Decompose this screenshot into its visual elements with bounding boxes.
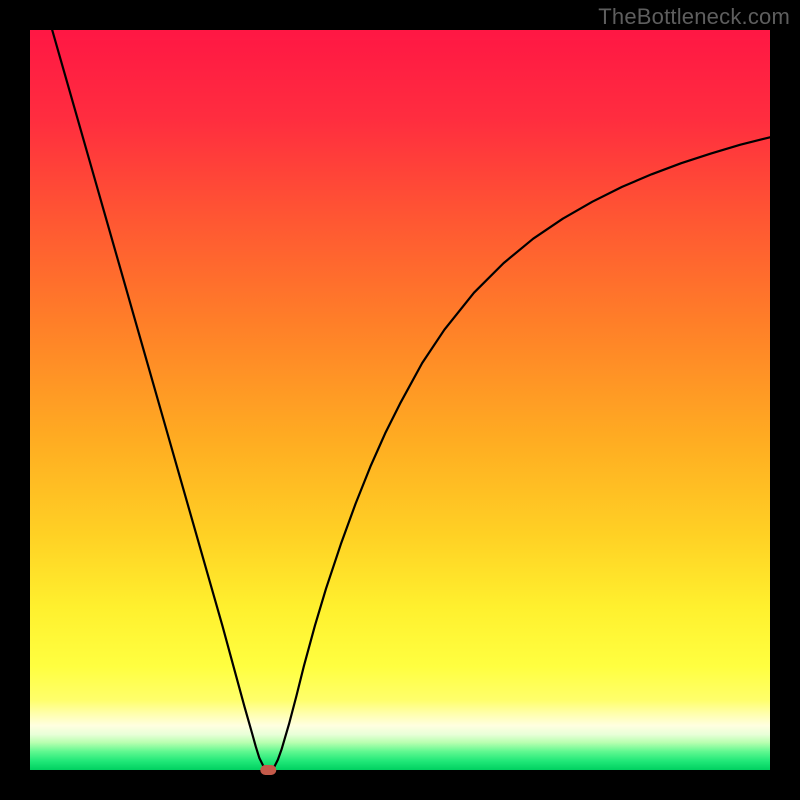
- chart-container: TheBottleneck.com: [0, 0, 800, 800]
- watermark-text: TheBottleneck.com: [598, 4, 790, 30]
- chart-background: [30, 30, 770, 770]
- bottleneck-chart: [0, 0, 800, 800]
- optimum-marker: [260, 765, 276, 775]
